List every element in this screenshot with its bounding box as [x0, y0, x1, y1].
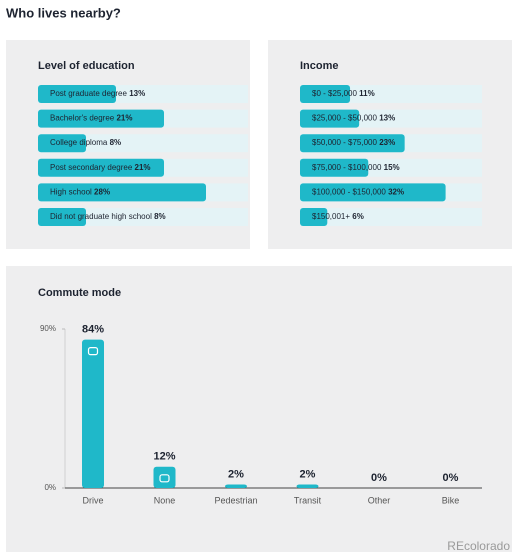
value-label: 8% [154, 212, 166, 221]
y-tick-label: 0% [44, 483, 56, 492]
bar [300, 158, 369, 177]
category-label: High school [50, 188, 92, 197]
value-label: 13% [379, 114, 395, 123]
value-label: 28% [94, 188, 110, 197]
bar [300, 109, 360, 128]
category-label: Did not graduate high school [50, 212, 152, 221]
category-label: Post secondary degree [50, 163, 133, 172]
value-label: 15% [384, 163, 400, 172]
category-label: $150,001+ [312, 212, 350, 221]
bar [300, 183, 446, 202]
bar-label: Bachelor's degree 21% [50, 114, 132, 123]
value-label: 0% [443, 472, 459, 484]
bar-label: Post secondary degree 21% [50, 163, 151, 172]
bar [38, 134, 86, 153]
value-label: 32% [388, 188, 404, 197]
chart-title: Income [300, 60, 339, 72]
value-label: 2% [300, 468, 316, 480]
bar [38, 85, 116, 103]
bar-label: $75,000 - $100,000 15% [312, 163, 400, 172]
bar-track [38, 208, 248, 226]
bar-label: Post graduate degree 13% [50, 89, 145, 98]
bar [38, 109, 164, 128]
category-label: $25,000 - $50,000 [312, 114, 377, 123]
value-label: 21% [135, 163, 151, 172]
category-label: College diploma [50, 138, 108, 147]
value-label: 84% [82, 324, 104, 336]
value-label: 23% [379, 138, 395, 147]
bar-label: $25,000 - $50,000 13% [312, 114, 395, 123]
bar-label: College diploma 8% [50, 138, 121, 147]
category-label: $75,000 - $100,000 [312, 163, 382, 172]
category-label: Post graduate degree [50, 89, 127, 98]
chart-title: Level of education [38, 60, 135, 72]
x-tick-label: Transit [294, 495, 322, 505]
category-label: $0 - $25,000 [312, 89, 357, 98]
bar-label: $100,000 - $150,000 32% [312, 188, 404, 197]
value-label: 13% [129, 89, 145, 98]
bar [300, 134, 405, 153]
x-tick-label: Drive [82, 495, 103, 505]
bar-label: $50,000 - $75,000 23% [312, 138, 395, 147]
x-tick-label: Bike [442, 495, 460, 505]
category-label: $50,000 - $75,000 [312, 138, 377, 147]
bar [225, 484, 247, 488]
value-label: 12% [153, 451, 175, 463]
bar-label: $150,001+ 6% [312, 212, 364, 221]
bar [38, 208, 86, 226]
bar-label: $0 - $25,000 11% [312, 89, 375, 98]
x-tick-label: None [154, 495, 176, 505]
panel [6, 266, 512, 552]
value-label: 0% [371, 472, 387, 484]
bar [300, 208, 328, 226]
page-title: Who lives nearby? [6, 5, 121, 20]
bar [296, 484, 319, 488]
bar [38, 183, 206, 202]
y-tick-label: 90% [40, 324, 56, 333]
category-label: $100,000 - $150,000 [312, 188, 386, 197]
bar [82, 339, 104, 488]
category-label: Bachelor's degree [50, 114, 115, 123]
bar-track [38, 134, 248, 153]
bar [38, 158, 164, 177]
icon [87, 347, 99, 356]
value-label: 21% [116, 114, 132, 123]
value-label: 11% [359, 89, 375, 98]
icon [159, 474, 170, 483]
bar [153, 466, 176, 488]
bar-label: High school 28% [50, 188, 110, 197]
x-tick-label: Pedestrian [214, 495, 257, 505]
value-label: 2% [228, 468, 244, 480]
bar-track [300, 208, 482, 226]
watermark: REcolorado [447, 539, 510, 553]
x-tick-label: Other [368, 495, 391, 505]
value-label: 6% [352, 212, 364, 221]
value-label: 8% [110, 138, 122, 147]
bar-label: Did not graduate high school 8% [50, 212, 166, 221]
chart-title: Commute mode [38, 287, 121, 299]
bar [300, 85, 351, 103]
